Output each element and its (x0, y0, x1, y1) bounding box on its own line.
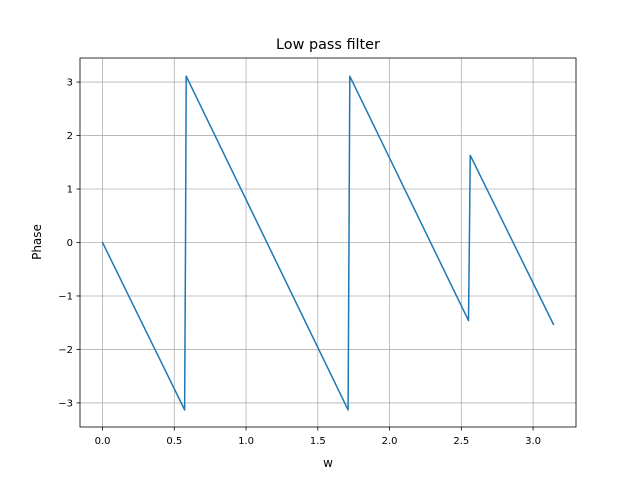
y-tick-label: −1 (58, 291, 73, 302)
series-layer (101, 75, 555, 411)
y-tick-label: 2 (67, 131, 73, 142)
y-axis-label: Phase (30, 224, 44, 260)
chart-title: Low pass filter (276, 37, 380, 53)
y-tick-label: 1 (67, 185, 73, 196)
x-tick-label: 1.0 (238, 436, 254, 447)
x-axis-label: w (323, 456, 333, 470)
y-tick-label: 0 (67, 238, 73, 249)
y-tick-label: 3 (67, 78, 73, 89)
grid (80, 58, 576, 427)
x-tick-label: 0.5 (166, 436, 182, 447)
x-tick-label: 0.0 (95, 436, 111, 447)
series-line-phase (101, 75, 555, 411)
x-tick-label: 2.0 (382, 436, 398, 447)
ticks: 0.0 0.5 1.0 1.5 2.0 2.5 3.0 −3 −2 −1 0 1 2 3 (58, 78, 541, 447)
x-tick-label: 3.0 (525, 436, 541, 447)
x-tick-label: 1.5 (310, 436, 326, 447)
y-tick-label: −3 (58, 398, 73, 409)
y-tick-label: −2 (58, 345, 73, 356)
x-tick-label: 2.5 (453, 436, 469, 447)
